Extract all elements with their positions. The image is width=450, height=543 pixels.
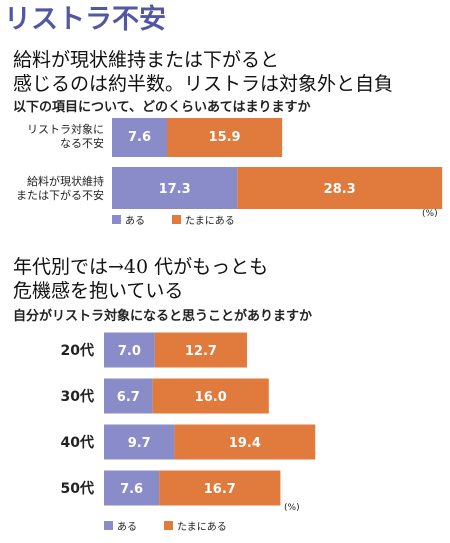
bar-segment (112, 118, 168, 157)
bar-segment (104, 378, 153, 414)
legend-label: たまにある (185, 215, 235, 227)
data-label: 7.6 (128, 130, 151, 145)
bar-segment (104, 424, 175, 460)
unit-label: (%) (284, 503, 300, 513)
section1-headline-line2: 感じるのは約半数。リストラは対象外と自負 (13, 73, 394, 95)
category-label: 20代 (61, 342, 94, 359)
legend-label: ある (117, 521, 137, 533)
data-label: 6.7 (117, 390, 140, 405)
data-label: 16.7 (204, 482, 236, 497)
legend-swatch (104, 521, 113, 530)
data-label: 7.6 (120, 482, 143, 497)
legend-swatch (112, 215, 121, 224)
data-label: 15.9 (209, 130, 241, 145)
data-label: 7.0 (118, 344, 141, 359)
bar-segment (174, 424, 316, 460)
category-label: または下がる不安 (16, 188, 104, 202)
data-label: 19.4 (229, 436, 261, 451)
category-label: リストラ対象に (27, 122, 104, 136)
data-label: 12.7 (185, 344, 217, 359)
bar-segment (112, 167, 238, 209)
data-label: 16.0 (195, 390, 227, 405)
unit-label: (%) (422, 209, 438, 219)
category-label: 30代 (61, 388, 94, 405)
chart-2: 20代 7.0 12.7 30代 6.7 16.0 40代 9.7 19.4 50代 7.6 16.7… (61, 332, 316, 533)
bar-segment (104, 332, 155, 368)
page-title: リストラ不安 (4, 4, 166, 35)
category-label: 50代 (61, 480, 94, 497)
legend-swatch (172, 215, 181, 224)
section2-question: 自分がリストラ対象になると思うことがありますか (13, 309, 313, 324)
bar-segment (154, 332, 248, 368)
category-label: 給料が現状維持 (27, 174, 104, 188)
data-label: 17.3 (159, 182, 191, 197)
bar-segment (152, 378, 269, 414)
category-label: なる不安 (60, 136, 104, 150)
data-label: 28.3 (324, 182, 356, 197)
legend-swatch (164, 521, 173, 530)
section1-headline-line1: 給料が現状維持または下がると (13, 49, 280, 71)
section2-headline-line1: 年代別では→40 代がもっとも (13, 256, 269, 278)
legend-label: ある (125, 215, 145, 227)
data-label: 9.7 (128, 436, 151, 451)
legend-label: たまにある (177, 521, 227, 533)
section1-question: 以下の項目について、どのくらいあてはまりますか (13, 100, 311, 115)
bar-segment (104, 470, 160, 506)
section2-headline-line2: 危機感を抱いている (13, 280, 184, 302)
bar-segment (159, 470, 281, 506)
bar-segment (167, 118, 283, 157)
category-label: 40代 (61, 434, 94, 451)
bar-segment (237, 167, 443, 209)
